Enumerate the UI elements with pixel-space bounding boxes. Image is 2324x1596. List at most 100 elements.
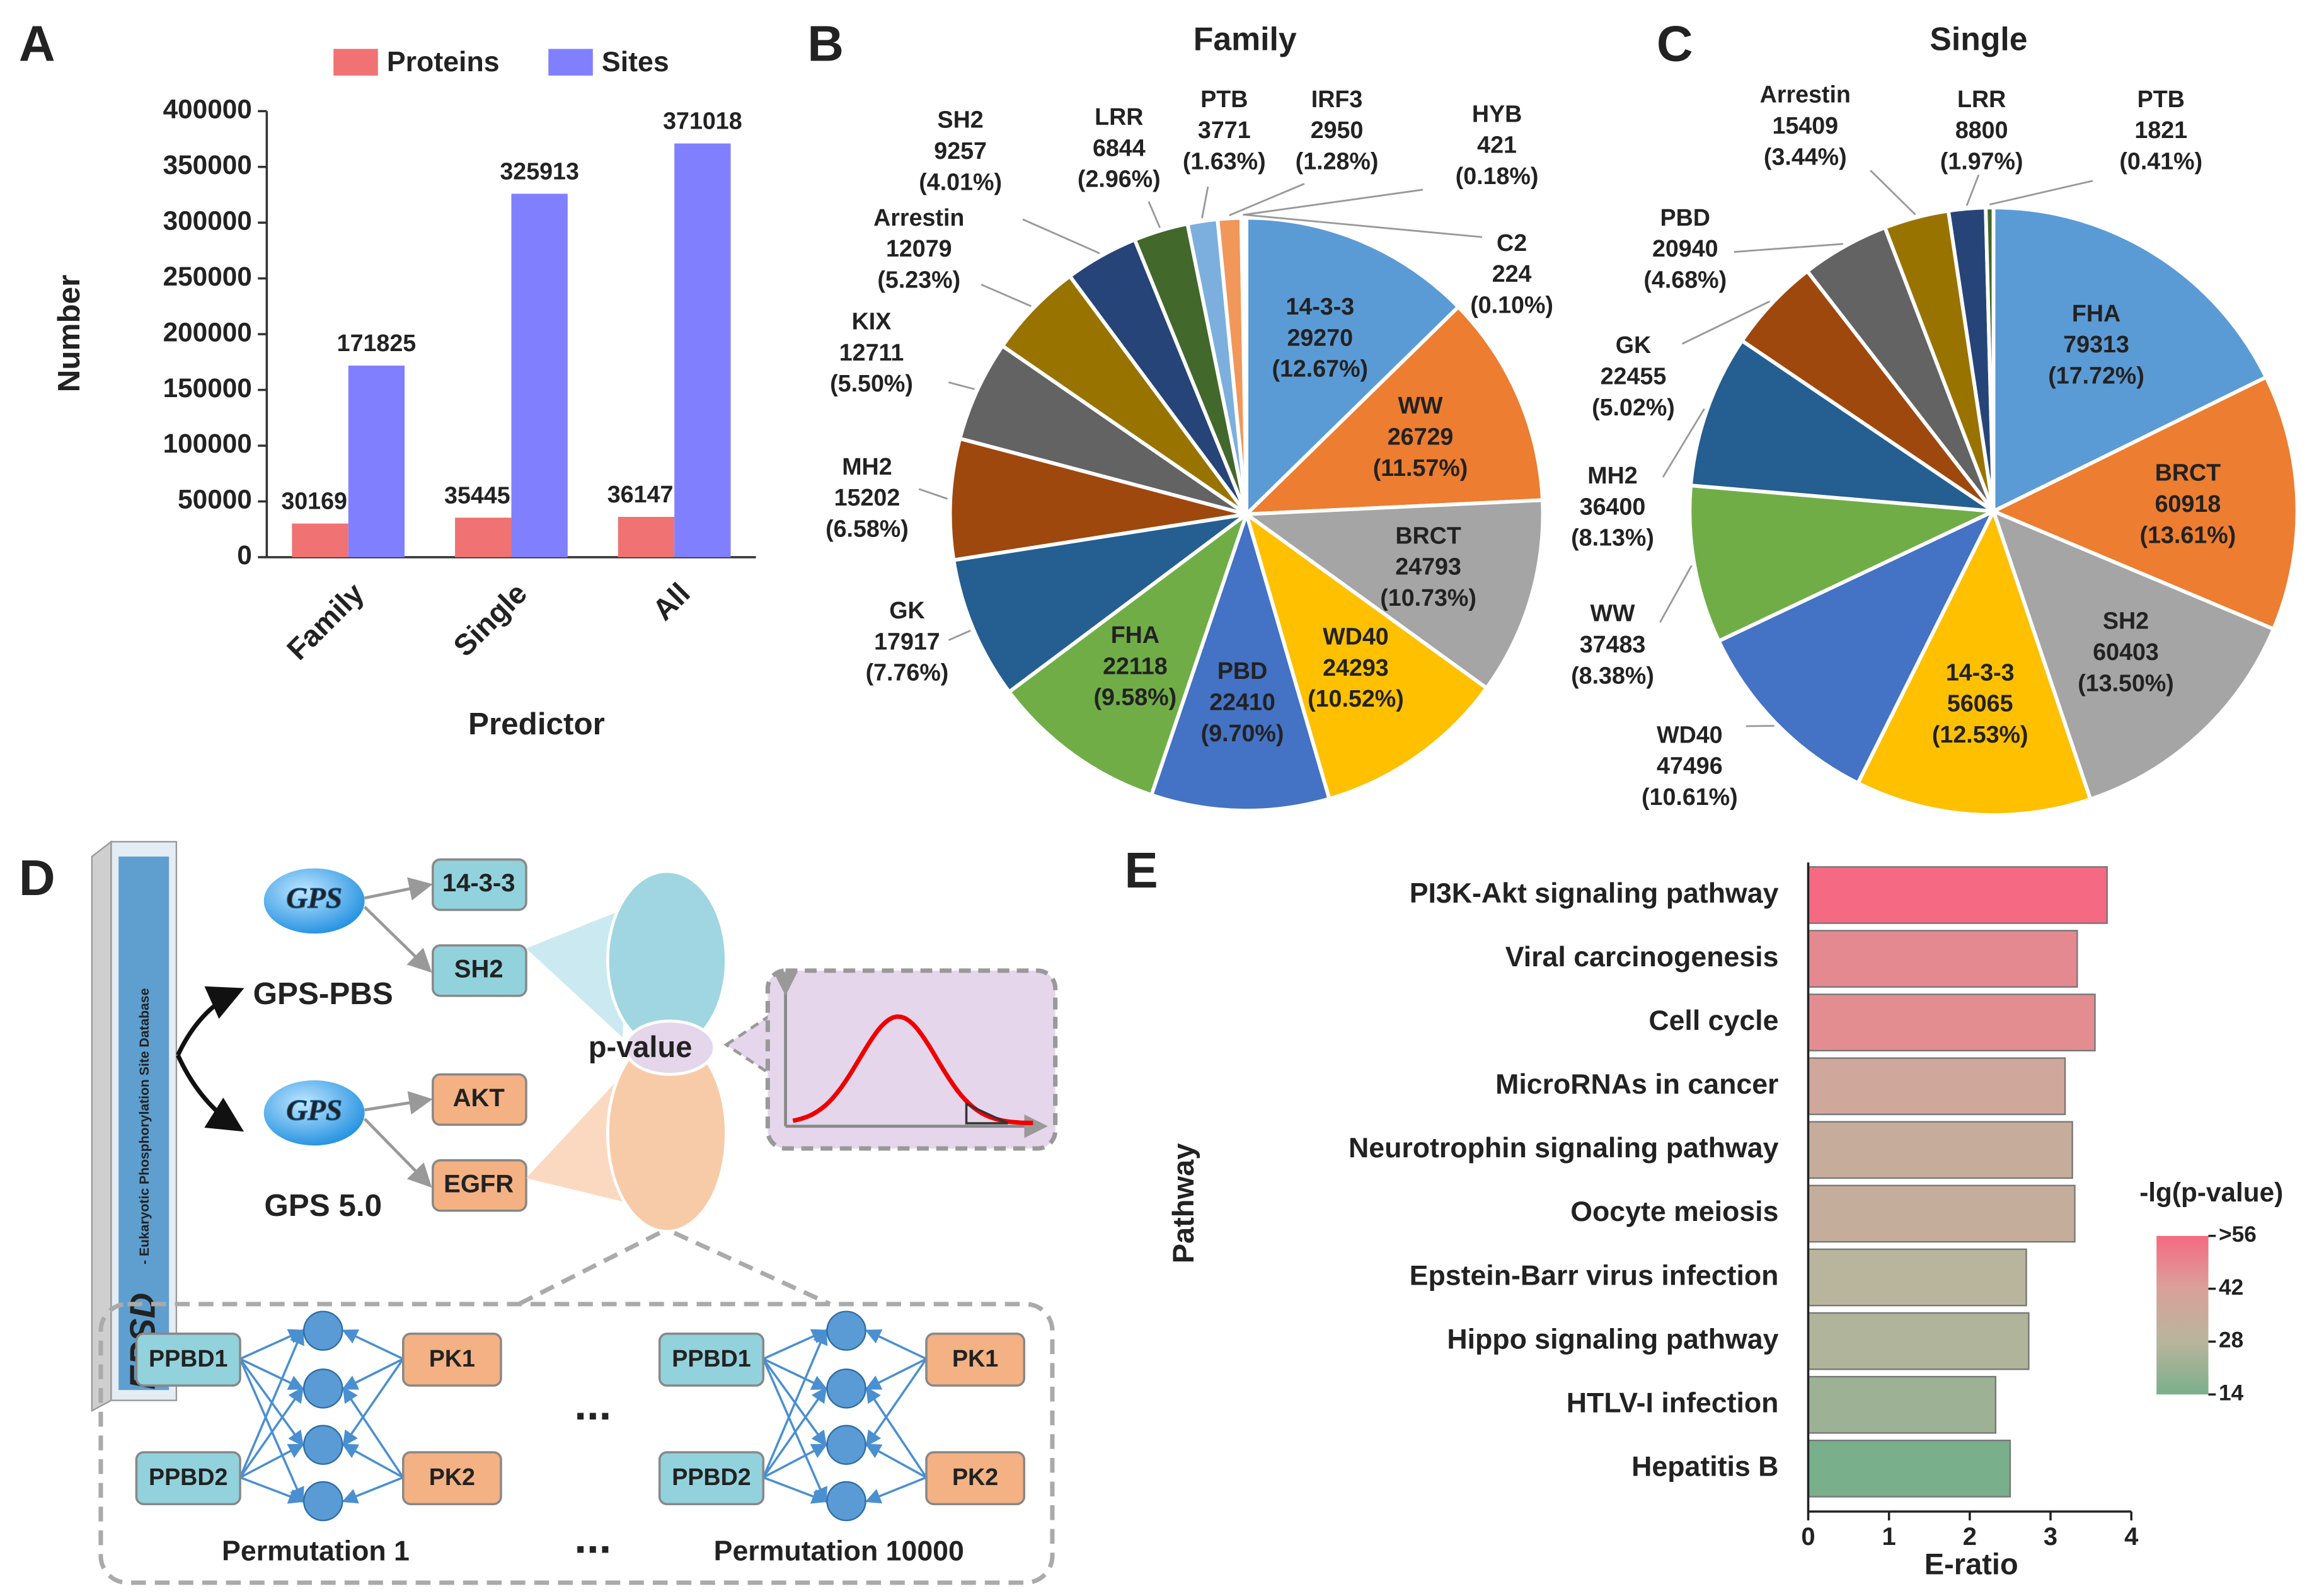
slice-name: WW [1398, 392, 1444, 419]
slice-percent: (6.58%) [825, 516, 909, 542]
slice-percent: (2.96%) [1078, 166, 1161, 192]
edge [342, 1358, 405, 1447]
arrow [176, 1054, 244, 1132]
y-tick-label: HTLV-I infection [1567, 1388, 1779, 1419]
callout-pointer [723, 1012, 773, 1077]
bar [1807, 1248, 2027, 1307]
slice-name: MH2 [842, 453, 892, 480]
slice-value: 60918 [2155, 490, 2221, 517]
edge [342, 1358, 404, 1390]
edge [342, 1329, 404, 1360]
arrow [364, 877, 433, 901]
output-box [401, 1333, 502, 1387]
slice-value: 6844 [1093, 134, 1146, 161]
slice-name: 14-3-3 [1286, 293, 1354, 320]
output-box [925, 1333, 1026, 1387]
slice-value: 22410 [1209, 689, 1275, 715]
bar [348, 365, 405, 557]
input-box [135, 1333, 241, 1387]
slice-percent: (17.72%) [2048, 362, 2144, 389]
x-tick-label: Family [280, 576, 371, 666]
pie-slice [1243, 509, 1490, 801]
pie-slice [1688, 338, 2001, 514]
node [826, 1310, 866, 1351]
slice-value: 79313 [2063, 331, 2129, 357]
pie-slice [999, 274, 1248, 516]
dashed-line [517, 1230, 661, 1307]
pie-slice [1245, 216, 1461, 519]
leader-line [1681, 300, 1771, 345]
value-label: 371018 [663, 108, 742, 134]
slice-name: GK [1616, 332, 1651, 358]
x-tick-label: All [646, 576, 696, 627]
edge [762, 1358, 827, 1503]
bar [1807, 1312, 2030, 1370]
value-label: 35445 [444, 482, 510, 508]
slice-name: SH2 [2103, 608, 2149, 634]
slice-percent: (9.58%) [1094, 684, 1177, 710]
output-label: PK2 [429, 1464, 475, 1490]
pie-slice [1716, 507, 1998, 786]
bar [674, 143, 731, 557]
slice-value: 12079 [886, 235, 952, 262]
slice-percent: (12.67%) [1272, 356, 1368, 382]
bar [1807, 930, 2078, 988]
output-label: PK1 [952, 1345, 998, 1372]
pie-slice [1984, 205, 1996, 512]
slice-value: 15409 [1772, 112, 1838, 139]
bar [1807, 1057, 2066, 1116]
slice-name: PBD [1660, 204, 1710, 231]
leader-line [1022, 218, 1100, 255]
ellipsis: ... [574, 1513, 611, 1563]
panel-label: E [1124, 842, 1158, 898]
callout [765, 968, 1058, 1151]
node [302, 1425, 343, 1465]
bar [618, 517, 675, 557]
leader-line [1243, 188, 1424, 216]
pie-slice [951, 512, 1248, 695]
output-box [925, 1451, 1026, 1506]
database-subtitle: - Eukaryotic Phosphorylation Site Databa… [137, 988, 152, 1264]
y-tick-label: Hippo signaling pathway [1447, 1324, 1778, 1355]
leader-line [1201, 186, 1209, 219]
input-box [658, 1333, 765, 1387]
output-label: EGFR [444, 1170, 514, 1198]
slice-percent: (1.97%) [1940, 148, 2023, 175]
edge [762, 1328, 828, 1478]
chart-title: Single [1930, 21, 2027, 57]
x-tick-label: Single [447, 576, 533, 662]
x-axis-label: E-ratio [1924, 1547, 2018, 1580]
pie-slice [957, 343, 1248, 516]
node [302, 1481, 343, 1522]
value-label: 30169 [281, 488, 347, 514]
dashed-line [673, 1230, 831, 1307]
slice-name: FHA [1111, 622, 1159, 648]
output-label: AKT [453, 1084, 505, 1112]
ellipsis: ... [574, 1379, 611, 1429]
edge [239, 1443, 304, 1479]
slice-name: LRR [1095, 103, 1143, 130]
y-tick-label: 50000 [178, 485, 252, 514]
pie-slice [1855, 506, 2093, 817]
value-label: 325913 [500, 158, 579, 184]
bar [455, 518, 512, 557]
panel-label: C [1657, 15, 1693, 71]
leader-line [1659, 565, 1693, 623]
y-tick-label: Hepatitis B [1631, 1452, 1778, 1483]
panel-label: D [19, 850, 55, 906]
colorbar-tick-label: >56 [2219, 1222, 2257, 1247]
y-axis-label: Number [52, 275, 86, 393]
slice-value: 8800 [1955, 117, 2008, 143]
arrow [364, 1091, 433, 1115]
slice-value: 9257 [934, 137, 987, 164]
node [302, 1310, 343, 1351]
pie-slice [1989, 374, 2299, 632]
edge [342, 1443, 404, 1479]
slice-value: 37483 [1580, 631, 1646, 657]
slice-value: 22118 [1103, 652, 1168, 679]
x-axis-label: Predictor [468, 707, 605, 741]
slice-value: 24793 [1395, 553, 1461, 580]
slice-percent: (11.57%) [1373, 454, 1468, 481]
slice-value: 22455 [1601, 362, 1667, 389]
